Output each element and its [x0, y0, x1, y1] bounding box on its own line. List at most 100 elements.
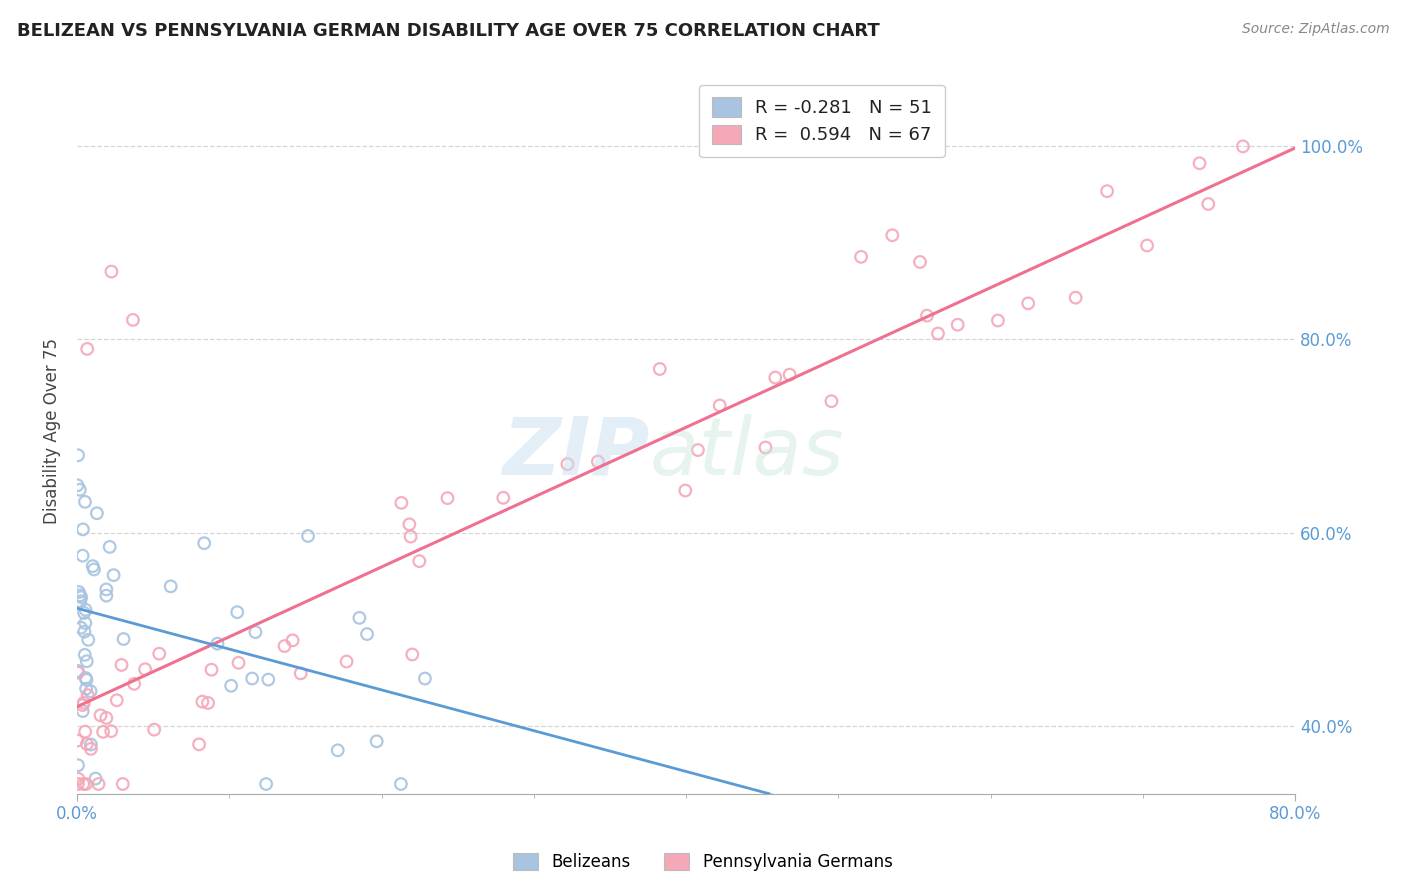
Point [191, 695, 214, 709]
Point [73, 606, 96, 620]
Point [1136, 238, 1159, 252]
Point [77, 632, 100, 647]
Point [148, 647, 170, 661]
Point [75, 681, 97, 696]
Point [73, 696, 96, 710]
Point [245, 625, 267, 640]
Point [66, 665, 89, 680]
Point [413, 672, 436, 686]
Point [240, 672, 263, 686]
Point [80, 738, 103, 752]
Point [1188, 156, 1211, 170]
Point [398, 517, 420, 532]
Point [349, 611, 371, 625]
Point [1095, 184, 1118, 198]
Point [297, 529, 319, 543]
Point [709, 399, 731, 413]
Point [100, 724, 122, 739]
Point [76, 673, 98, 687]
Point [1197, 197, 1219, 211]
Point [84, 772, 107, 786]
Point [226, 605, 249, 619]
Point [335, 655, 357, 669]
Point [159, 579, 181, 593]
Point [207, 637, 229, 651]
Point [91, 724, 114, 739]
Point [96, 711, 118, 725]
Point [79, 684, 101, 698]
Point [254, 777, 277, 791]
Point [75, 615, 97, 630]
Point [75, 724, 97, 739]
Point [436, 491, 458, 505]
Point [1064, 291, 1087, 305]
Point [76, 737, 98, 751]
Point [648, 362, 671, 376]
Point [849, 250, 872, 264]
Point [112, 632, 135, 646]
Legend: Belizeans, Pennsylvania Germans: Belizeans, Pennsylvania Germans [505, 845, 901, 880]
Point [200, 663, 222, 677]
Point [96, 582, 118, 597]
Point [86, 506, 108, 520]
Point [89, 708, 111, 723]
Point [188, 737, 211, 751]
Point [66, 733, 89, 747]
Point [66, 664, 89, 678]
Point [366, 734, 388, 748]
Point [197, 696, 219, 710]
Point [143, 723, 166, 737]
Point [273, 639, 295, 653]
Point [122, 677, 145, 691]
Point [103, 568, 125, 582]
Point [72, 522, 94, 536]
Point [72, 704, 94, 718]
Point [257, 673, 280, 687]
Point [98, 540, 121, 554]
Text: atlas: atlas [650, 414, 844, 491]
Point [356, 627, 378, 641]
Point [70, 621, 93, 635]
Point [72, 549, 94, 563]
Point [408, 554, 430, 568]
Point [673, 483, 696, 498]
Point [82, 559, 104, 574]
Point [754, 441, 776, 455]
Point [763, 370, 786, 384]
Point [219, 679, 242, 693]
Point [399, 530, 422, 544]
Point [228, 656, 250, 670]
Point [111, 777, 134, 791]
Point [882, 228, 904, 243]
Point [1232, 139, 1254, 153]
Point [76, 342, 98, 356]
Point [122, 313, 145, 327]
Legend: R = -0.281   N = 51, R =  0.594   N = 67: R = -0.281 N = 51, R = 0.594 N = 67 [700, 85, 945, 157]
Text: Source: ZipAtlas.com: Source: ZipAtlas.com [1241, 22, 1389, 37]
Point [586, 454, 609, 468]
Point [72, 698, 94, 712]
Point [70, 590, 93, 604]
Point [73, 495, 96, 509]
Point [83, 562, 105, 576]
Point [80, 742, 103, 756]
Point [105, 693, 128, 707]
Point [66, 758, 89, 772]
Point [69, 594, 91, 608]
Point [76, 654, 98, 668]
Point [820, 394, 842, 409]
Point [389, 496, 412, 510]
Point [401, 648, 423, 662]
Point [326, 743, 349, 757]
Point [110, 657, 132, 672]
Point [557, 457, 579, 471]
Point [946, 318, 969, 332]
Point [69, 588, 91, 602]
Point [134, 662, 156, 676]
Point [389, 777, 412, 791]
Point [1017, 296, 1039, 310]
Point [67, 448, 90, 462]
Point [686, 443, 709, 458]
Point [915, 309, 938, 323]
Point [67, 585, 90, 599]
